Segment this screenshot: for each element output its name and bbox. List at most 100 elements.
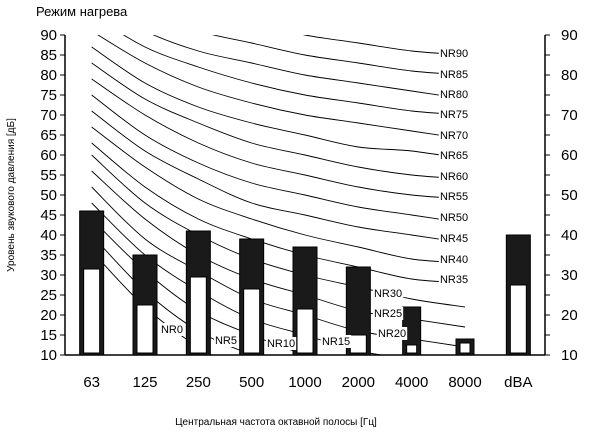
nr-label: NR80 xyxy=(440,89,468,101)
nr-curve-nr40 xyxy=(91,126,466,264)
nr-label-bg xyxy=(438,211,470,224)
y-tick-label: 35 xyxy=(40,247,57,264)
x-tick-label: 1000 xyxy=(288,374,321,391)
nr-label: NR65 xyxy=(440,150,468,162)
x-tick-label: 4000 xyxy=(395,374,428,391)
chart-title: Режим нагрева xyxy=(36,4,128,19)
y-tick-label: 15 xyxy=(40,327,57,344)
nr-label: NR5 xyxy=(215,335,237,347)
y-right-tick-label: 90 xyxy=(561,27,578,44)
y-tick-label: 85 xyxy=(40,47,57,64)
y-right-tick-label: 60 xyxy=(561,147,578,164)
nr-label-bg xyxy=(438,253,470,266)
y-tick-label: 30 xyxy=(40,267,57,284)
y-tick-label: 55 xyxy=(40,167,57,184)
nr-label: NR50 xyxy=(440,212,468,224)
nr-labels: NR90 NR85 NR80 NR75 NR70 NR65 NR60 NR55 NR50 NR45… xyxy=(160,47,470,350)
y-right-tick-label: 10 xyxy=(561,347,578,364)
nr-label-bg xyxy=(438,68,470,81)
y-axis-right-ticks: 10 20 30 40 50 60 70 80 90 xyxy=(545,27,578,364)
y-tick-label: 20 xyxy=(40,307,57,324)
nr-label-bg xyxy=(320,335,352,348)
nr-label-bg xyxy=(372,307,404,320)
bar-inner xyxy=(349,334,367,354)
nr-label: NR10 xyxy=(267,338,295,350)
bars xyxy=(79,210,531,356)
y-right-tick-label: 40 xyxy=(561,227,578,244)
nr-label-bg xyxy=(376,327,408,340)
x-tick-label: 2000 xyxy=(342,374,375,391)
nr-curve-nr35 xyxy=(91,142,466,284)
y-tick-label: 45 xyxy=(40,207,57,224)
x-axis-ticks: 63 125 250 500 1000 2000 4000 8000 dBA xyxy=(83,374,532,391)
y-tick-label: 25 xyxy=(40,287,57,304)
nr-label: NR40 xyxy=(440,254,468,266)
y-tick-label: 75 xyxy=(40,87,57,104)
bar-inner xyxy=(459,342,471,354)
nr-curve-nr80 xyxy=(152,35,466,100)
nr-label-bg xyxy=(438,108,470,121)
y-tick-label: 40 xyxy=(40,227,57,244)
nr-curves xyxy=(91,35,466,355)
nr-label-bg xyxy=(214,334,238,347)
nr-curve-nr65 xyxy=(91,46,466,160)
x-tick-label: dBA xyxy=(504,374,532,391)
nr-label: NR20 xyxy=(378,328,406,340)
bar-inner xyxy=(243,288,261,354)
y-tick-label: 65 xyxy=(40,127,57,144)
nr-label: NR25 xyxy=(374,308,402,320)
nr-label-bg xyxy=(438,129,470,142)
bar-inner xyxy=(83,268,101,354)
y-tick-label: 90 xyxy=(40,27,57,44)
nr-label-bg xyxy=(438,47,470,60)
nr-curve-nr50 xyxy=(91,94,466,224)
nr-curve-nr60 xyxy=(91,62,466,180)
nr-label-bg xyxy=(438,273,470,286)
y-tick-label: 80 xyxy=(40,67,57,84)
nr-curve-nr70 xyxy=(97,35,466,140)
y-right-tick-label: 80 xyxy=(561,67,578,84)
nr-curve-nr30 xyxy=(91,154,466,308)
y-right-tick-label: 70 xyxy=(561,107,578,124)
nr-label: NR85 xyxy=(440,69,468,81)
nr-label: NR90 xyxy=(440,48,468,60)
nr-label-bg xyxy=(265,337,297,350)
nr-label: NR45 xyxy=(440,233,468,245)
nr-label-bg xyxy=(372,287,404,300)
x-tick-label: 125 xyxy=(132,374,157,391)
nr-label-bg xyxy=(438,190,470,203)
y-tick-label: 60 xyxy=(40,147,57,164)
bar-inner xyxy=(136,304,154,354)
nr-label-bg xyxy=(438,88,470,101)
nr-label: NR35 xyxy=(440,274,468,286)
y-tick-label: 50 xyxy=(40,187,57,204)
nr-curve-nr75 xyxy=(122,35,466,116)
nr-label: NR15 xyxy=(322,336,350,348)
y-tick-label: 10 xyxy=(40,347,57,364)
x-tick-label: 250 xyxy=(186,374,211,391)
nr-label: NR0 xyxy=(161,324,183,336)
y-right-tick-label: 30 xyxy=(561,267,578,284)
bar-inner xyxy=(189,276,207,354)
bar-inner xyxy=(406,344,418,354)
nr-label: NR30 xyxy=(374,288,402,300)
y-tick-label: 70 xyxy=(40,107,57,124)
nr-curve-nr90 xyxy=(302,35,466,56)
nr-label: NR55 xyxy=(440,191,468,203)
x-tick-label: 8000 xyxy=(448,374,481,391)
nr-label-bg xyxy=(438,149,470,162)
y-axis-label: Уровень звукового давления [дБ] xyxy=(6,118,17,272)
bar-inner xyxy=(509,284,527,354)
nr-label: NR75 xyxy=(440,109,468,121)
nr-curve-nr45 xyxy=(91,110,466,244)
nr-curve-nr55 xyxy=(91,78,466,200)
x-tick-label: 63 xyxy=(83,374,100,391)
nr-curve-nr85 xyxy=(211,35,466,76)
nr-label-bg xyxy=(160,323,184,336)
x-tick-label: 500 xyxy=(239,374,264,391)
nr-label: NR70 xyxy=(440,130,468,142)
y-axis-left-ticks: 10 15 20 25 30 35 40 45 50 55 60 65 70 75 80 85 90 xyxy=(40,27,65,364)
nr-label-bg xyxy=(438,232,470,245)
y-right-tick-label: 50 xyxy=(561,187,578,204)
